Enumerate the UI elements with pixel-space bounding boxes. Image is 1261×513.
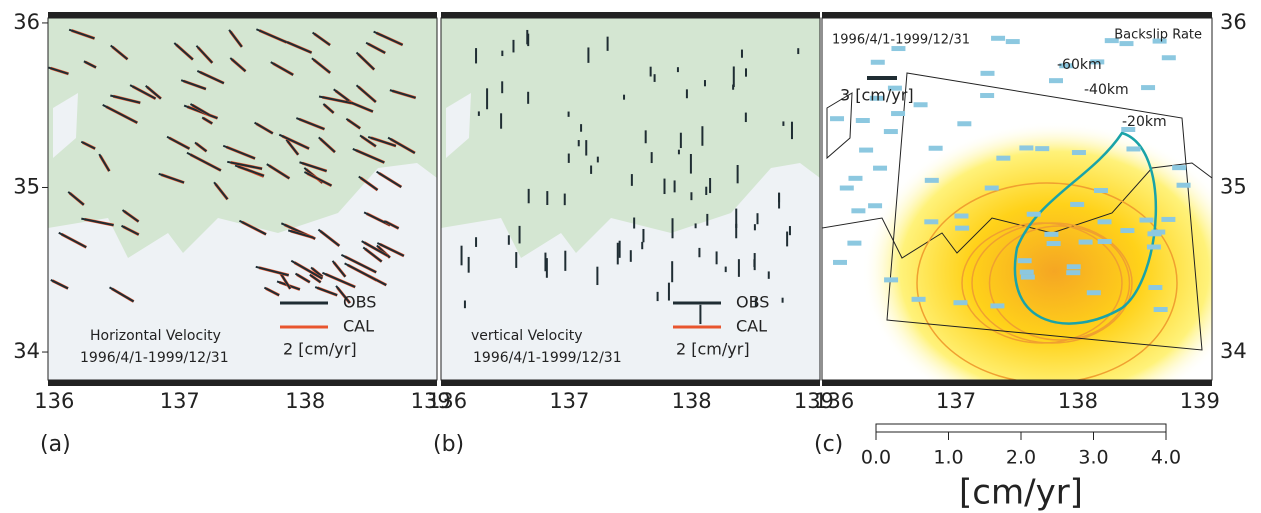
frame-bar (441, 12, 820, 18)
legend-cal-label: CAL (736, 317, 767, 336)
panel-title: Backslip Rate (1114, 28, 1202, 43)
y-tick-label: 36 (13, 10, 40, 34)
x-tick-label: 138 (1058, 389, 1098, 413)
panel-label: (c) (814, 432, 843, 457)
legend-cal-label: CAL (343, 317, 374, 336)
contour-label: -40km (1084, 82, 1129, 98)
x-tick-label: 136 (814, 389, 854, 413)
x-tick-label: 136 (34, 389, 74, 413)
frame-bar (48, 12, 437, 18)
colorbar-tick-label: 3.0 (1078, 447, 1108, 469)
y-tick-label: 35 (13, 174, 40, 198)
legend-obs-label: OBS (736, 293, 769, 312)
x-tick-label: 139 (1180, 389, 1220, 413)
panel-title: vertical Velocity (471, 328, 583, 344)
x-tick-label: 138 (672, 389, 712, 413)
frame-bar (48, 380, 437, 386)
period: 1996/4/1-1999/12/31 (80, 350, 229, 366)
scale-label: 2 [cm/yr] (283, 340, 357, 359)
legend-obs-label: OBS (343, 293, 376, 312)
period: 1996/4/1-1999/12/31 (473, 350, 622, 366)
map-panel: 136 137 138 139 (c) Backslip Rate 1996/4/1-199… (814, 12, 1220, 457)
panel-label: (b) (433, 432, 464, 457)
figure: 136 137 138 139 (a) Horizontal Velocity 1996/4… (0, 0, 1261, 513)
scale-label: 3 [cm/yr] (840, 86, 914, 105)
panel-title: Horizontal Velocity (90, 328, 221, 344)
frame-bar (822, 12, 1212, 18)
panel-label: (a) (40, 432, 71, 457)
frame-bar (441, 380, 820, 386)
contour-label: -60km (1057, 57, 1102, 73)
colorbar-tick-label: 2.0 (1006, 447, 1036, 469)
x-tick-label: 137 (936, 389, 976, 413)
period: 1996/4/1-1999/12/31 (832, 33, 970, 48)
colorbar-unit: [cm/yr] (959, 473, 1083, 513)
colorbar-tick-label: 0.0 (861, 447, 891, 469)
scale-label: 2 [cm/yr] (676, 340, 750, 359)
x-tick-label: 137 (160, 389, 200, 413)
y-tick-label: 34 (1220, 339, 1247, 363)
contour-label: -20km (1122, 114, 1167, 130)
y-tick-label: 35 (1220, 174, 1247, 198)
y-tick-label: 34 (13, 339, 40, 363)
colorbar (876, 424, 1166, 432)
y-tick-label: 36 (1220, 10, 1247, 34)
map-panel: 136137138139(a)Horizontal Velocity1996/4… (34, 12, 451, 457)
x-tick-label: 136 (427, 389, 467, 413)
colorbar-tick-label: 1.0 (933, 447, 963, 469)
x-tick-label: 137 (549, 389, 589, 413)
colorbar-tick-label: 4.0 (1151, 447, 1181, 469)
map-panel: 136137138139(b)vertical Velocity1996/4/1… (427, 12, 834, 457)
x-tick-label: 138 (285, 389, 325, 413)
frame-bar (822, 380, 1212, 386)
